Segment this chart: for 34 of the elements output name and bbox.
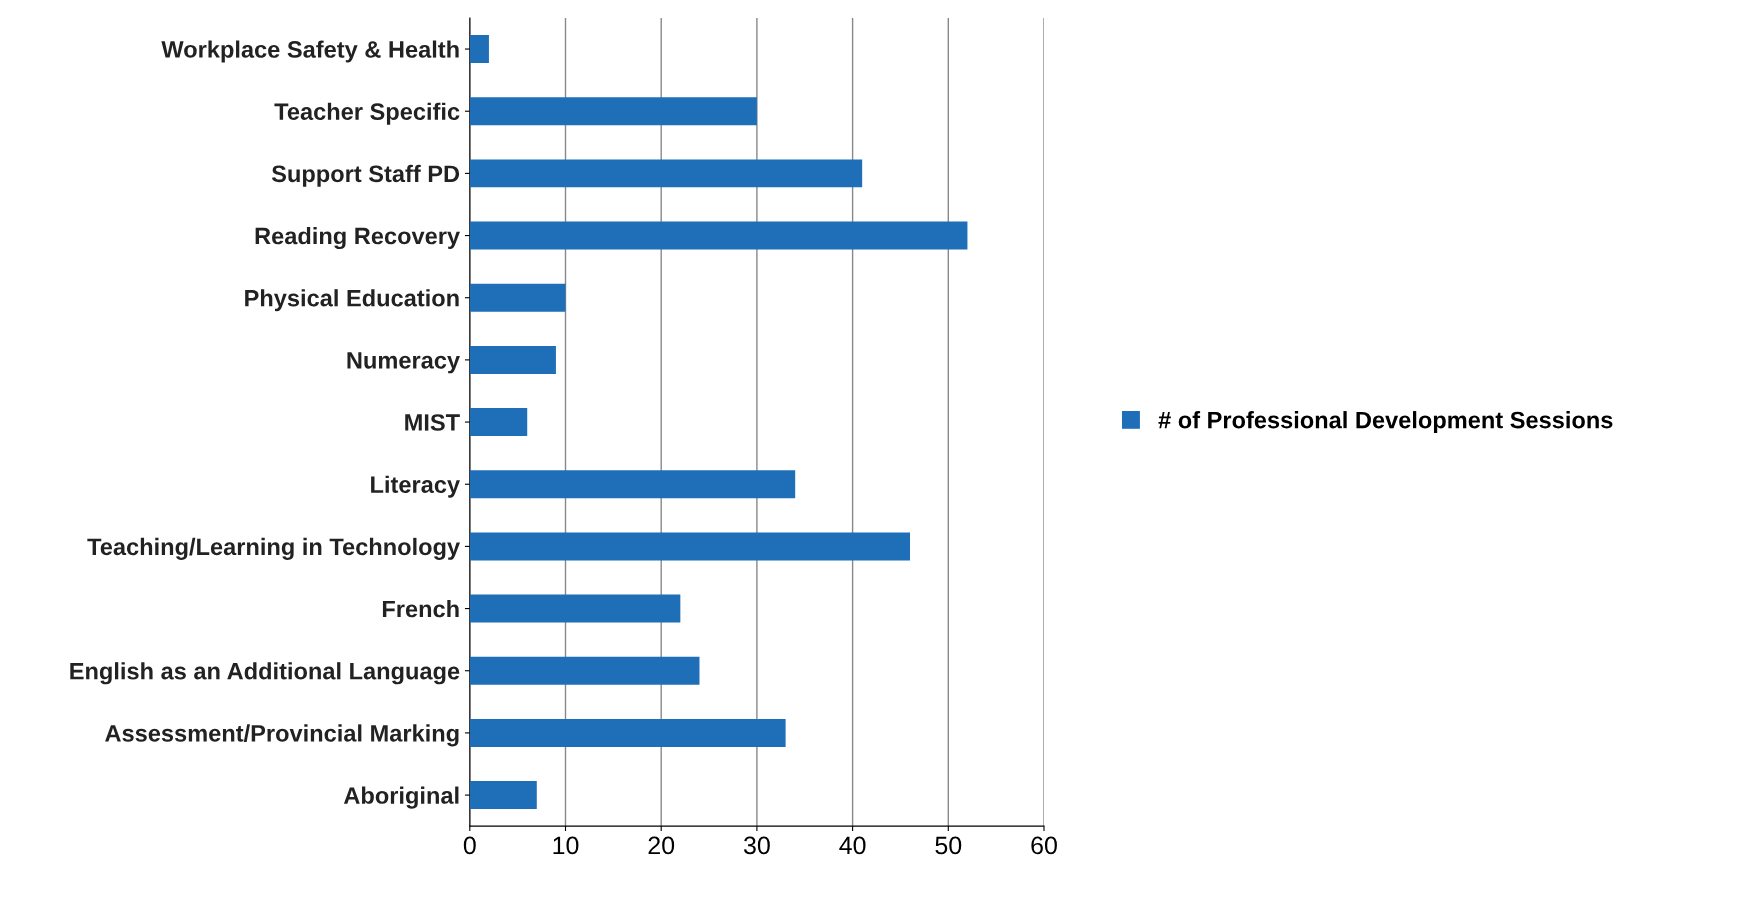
bar (469, 221, 968, 250)
bar (469, 35, 489, 64)
bar (469, 656, 700, 685)
x-tick-label: 60 (1031, 836, 1057, 855)
bar (469, 718, 786, 747)
y-tick-label: French (382, 600, 459, 618)
y-tick-label: English as an Additional Language (70, 662, 460, 685)
y-tick-label: Reading Recovery (255, 227, 460, 250)
y-tick-label: Teacher Specific (274, 102, 460, 125)
y-tick-label: Assessment/Provincial Marking (105, 724, 459, 747)
y-tick-label: Teaching/Learning in Technology (87, 537, 460, 560)
bar (469, 283, 566, 312)
bar (469, 159, 863, 188)
bar (469, 532, 911, 561)
bar (469, 594, 681, 623)
x-tick-label: 20 (648, 836, 675, 855)
y-tick-label: Workplace Safety & Health (161, 40, 459, 63)
x-tick-label: 30 (743, 836, 770, 855)
y-tick-label: Literacy (371, 475, 460, 498)
bar (469, 345, 556, 374)
y-tick-label: Numeracy (347, 352, 460, 374)
x-tick-label: 0 (463, 836, 476, 855)
y-tick-label: MIST (405, 414, 460, 431)
x-tick-label: 10 (553, 836, 579, 855)
y-tick-label: Physical Education (245, 289, 459, 312)
y-tick-label: Support Staff PD (271, 164, 460, 187)
legend-label: # of Professional Development Sessions (1158, 411, 1613, 434)
bar (469, 470, 796, 499)
x-tick-label: 50 (935, 836, 962, 855)
bar (469, 781, 537, 810)
y-tick-label: Aboriginal (343, 786, 459, 809)
bar (469, 408, 528, 437)
bar (469, 97, 757, 126)
x-tick-label: 40 (839, 836, 866, 855)
